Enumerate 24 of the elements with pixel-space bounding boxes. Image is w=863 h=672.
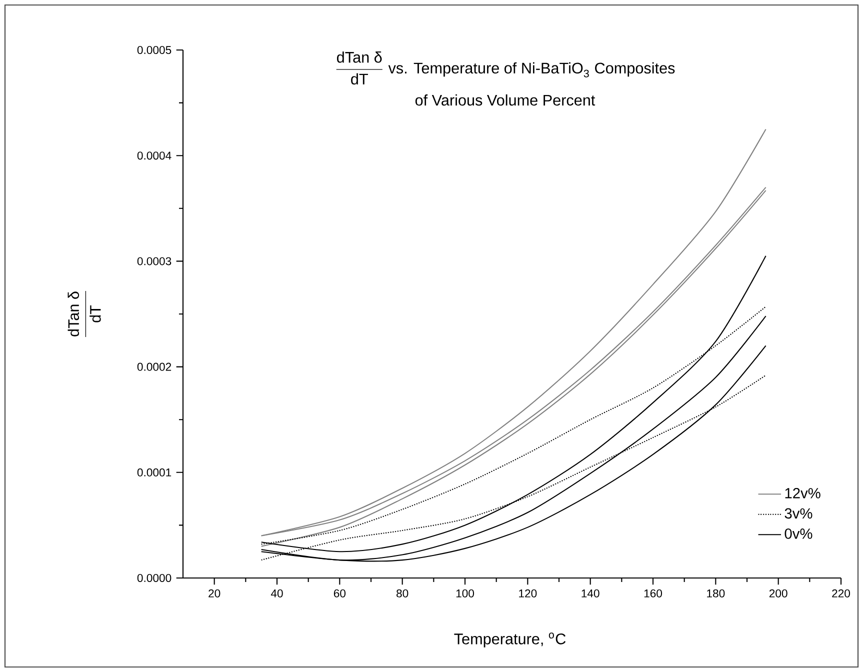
y-tick-label: 0.0000 (137, 574, 172, 582)
y-tick-label: 0.0002 (137, 362, 172, 371)
x-axis-title: Temperature, $^{o}$C (454, 632, 566, 648)
text: of Various Volume Percent (415, 94, 596, 106)
x-tick-label: 200 (769, 589, 788, 598)
x-tick-label: 60 (334, 589, 346, 598)
x-tick-label: 160 (644, 589, 662, 598)
x-tick-label: 120 (519, 589, 537, 598)
x-tick-label: 100 (456, 589, 474, 598)
x-tick-label: 40 (270, 589, 283, 598)
text: $\dfrac{\text{dTan δ}}{\text{dT}}\text{ vs. Temperature of Ni-BaTiO}_{\text{3}}\text{ Composites}$ (336, 51, 675, 85)
y-axis-title: $\dfrac{\text{dTan δ}}{\text{dT}}$ (68, 290, 101, 338)
y-tick-label: 0.0003 (137, 257, 172, 266)
legend-label: 12v% (785, 488, 820, 498)
y-tick-label: 0.0004 (137, 152, 172, 160)
legend-label: 0v% (784, 528, 812, 539)
x-tick-label: 80 (396, 589, 408, 598)
legend-label: 3v% (784, 508, 812, 519)
y-tick-label: 0.0005 (137, 46, 172, 54)
x-tick-label: 220 (832, 589, 850, 598)
y-tick-label: 0.0001 (137, 468, 172, 476)
x-tick-label: 20 (208, 589, 220, 598)
x-tick-label: 180 (707, 589, 725, 598)
x-tick-label: 140 (582, 589, 600, 598)
